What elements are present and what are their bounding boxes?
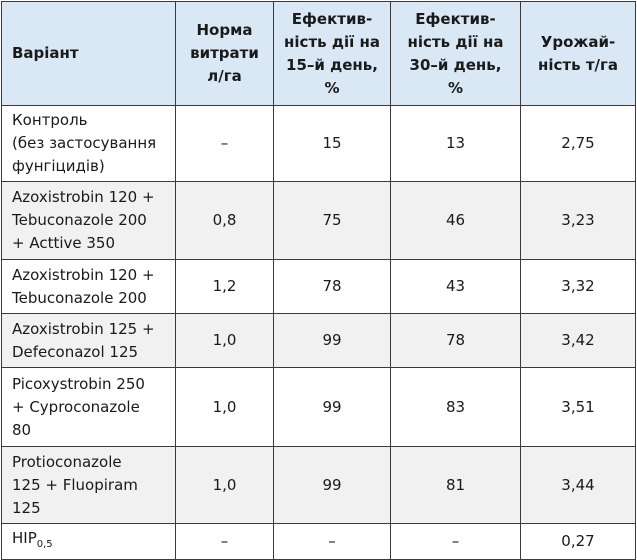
cell: 78 [273,259,391,314]
cell: 78 [390,313,521,368]
cell: 46 [390,181,521,260]
cell: Picoxystrobin 250 + Cyproconazole 80 [1,367,176,447]
cell: Azoxistrobin 120 + Tebuconazole 200 [1,259,176,314]
cell: 0,27 [520,523,636,560]
header-cell: Норма витрати л/га [175,1,274,106]
cell: – [390,523,521,560]
table-header: Варіант Норма витрати л/га Ефектив- ність … [1,1,636,106]
cell-text: HIP [12,529,37,547]
cell: 0,8 [175,181,274,260]
header-row: Варіант Норма витрати л/га Ефектив- ність … [1,1,636,106]
cell: – [175,105,274,182]
header-cell: Варіант [1,1,176,106]
table-body: Контроль (без застосування фунгіцидів) –1… [1,105,636,560]
table-row: Azoxistrobin 120 + Tebuconazole 200 1,2 78… [1,259,636,314]
cell: 1,0 [175,367,274,447]
table-row: Контроль (без застосування фунгіцидів) –1… [1,105,636,182]
cell: 3,44 [520,446,636,524]
cell: 13 [390,105,521,182]
header-cell: Урожай- ність т/га [520,1,636,106]
cell: 3,51 [520,367,636,447]
cell: 3,32 [520,259,636,314]
table-row: Azoxistrobin 120 + Tebuconazole 200 + Ac… [1,181,636,260]
cell: HIP0,5 [1,523,176,560]
cell-subscript: 0,5 [36,539,53,550]
cell: 81 [390,446,521,524]
cell: Azoxistrobin 125 + Defeconazol 125 [1,313,176,368]
cell: 83 [390,367,521,447]
table-row: Azoxistrobin 125 + Defeconazol 125 1,0 99 7… [1,313,636,368]
cell: 2,75 [520,105,636,182]
cell: Azoxistrobin 120 + Tebuconazole 200 + Ac… [1,181,176,260]
cell: 99 [273,313,391,368]
cell: 43 [390,259,521,314]
cell: – [273,523,391,560]
cell: 3,42 [520,313,636,368]
table-row: Picoxystrobin 250 + Cyproconazole 80 1,0 9… [1,367,636,447]
header-cell: Ефектив- ність дії на 15–й день, % [273,1,391,106]
cell: 3,23 [520,181,636,260]
cell: 99 [273,446,391,524]
cell: 75 [273,181,391,260]
cell: 1,0 [175,313,274,368]
cell: – [175,523,274,560]
cell: 1,0 [175,446,274,524]
table-row: Protioconazole 125 + Fluopiram 125 1,0 99 8… [1,446,636,524]
header-cell: Ефектив- ність дії на 30–й день, % [390,1,521,106]
cell: 15 [273,105,391,182]
cell: 1,2 [175,259,274,314]
cell: Контроль (без застосування фунгіцидів) [1,105,176,182]
cell: 99 [273,367,391,447]
table-row: HIP0,5– – –0,27 [1,523,636,560]
cell: Protioconazole 125 + Fluopiram 125 [1,446,176,524]
